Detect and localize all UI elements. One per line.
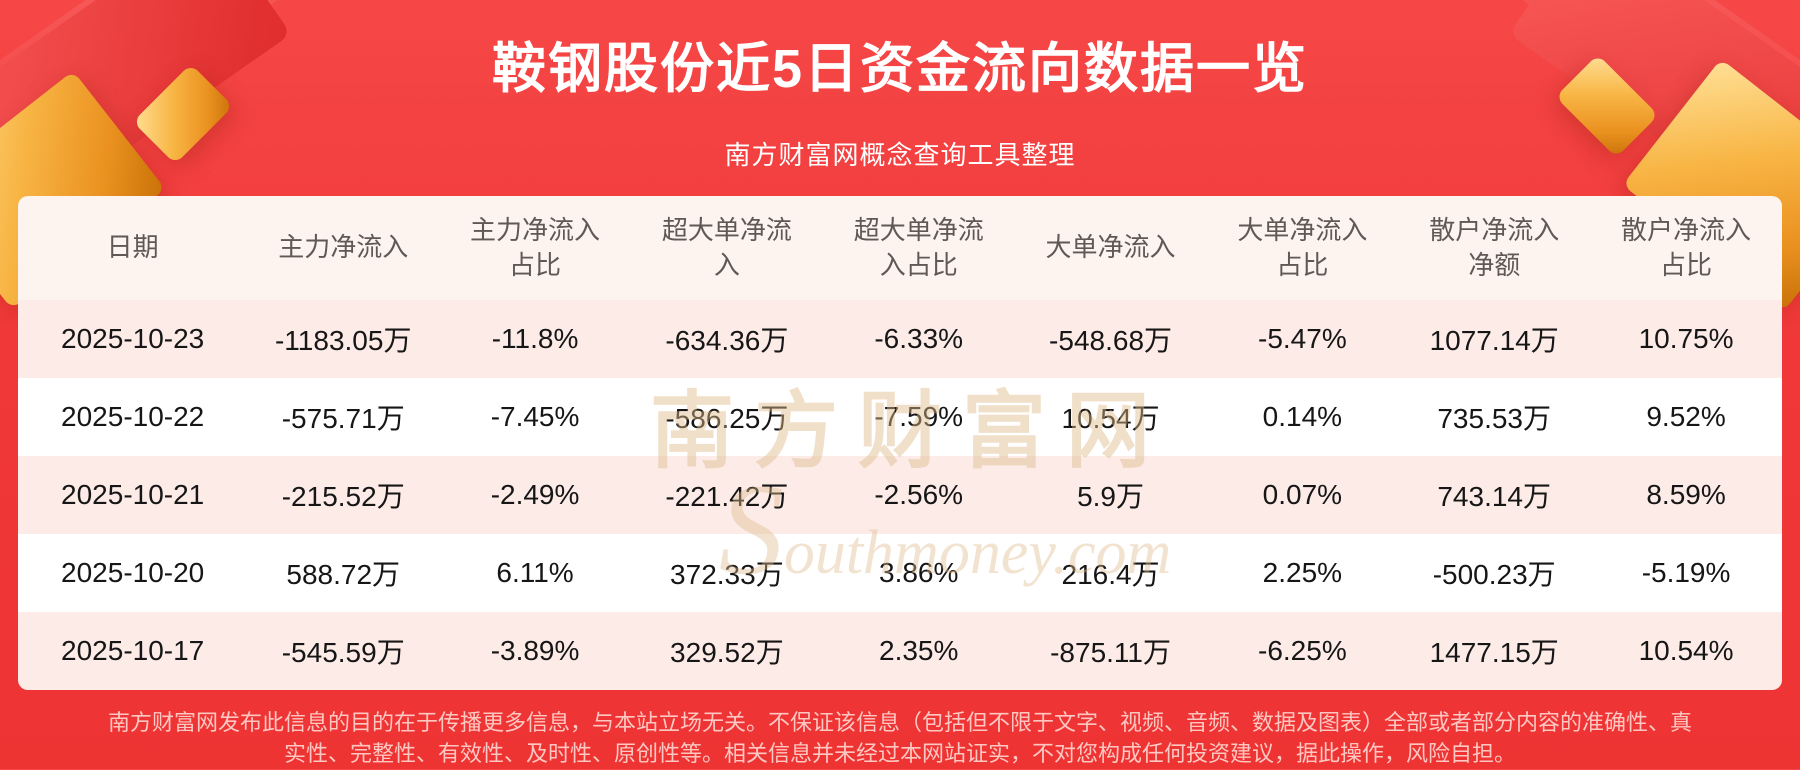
col-header-label: 大单净流入 [1045,232,1176,263]
cell-xl-order-net-inflow: -221.42万 [665,481,789,512]
cell-retail-net-inflow: 735.53万 [1437,403,1552,434]
cell-main-net-inflow-pct: 6.11% [496,557,574,588]
fund-flow-table-card: 日期 主力净流入 主力净流入占比 超大单净流入 超大单净流入占比 大单净流入 大… [18,196,1782,690]
col-header-large-order-net-inflow-pct: 大单净流入占比 [1206,196,1398,300]
cell-large-order-net-inflow: 5.9万 [1077,481,1144,512]
cell-retail-net-inflow: -500.23万 [1432,559,1556,590]
col-header-label: 超大单净流入 [661,214,792,280]
col-header-retail-net-inflow: 散户净流入净额 [1398,196,1590,300]
cell-large-order-net-inflow-pct: 0.14% [1262,401,1343,432]
table-row: 2025-10-23 -1183.05万 -11.8% -634.36万 -6.… [18,300,1782,378]
cell-xl-order-net-inflow-pct: -6.33% [874,323,964,354]
cell-retail-net-inflow-pct: 9.52% [1646,401,1726,432]
cell-retail-net-inflow: 1077.14万 [1429,325,1559,356]
cell-main-net-inflow-pct: -2.49% [490,479,580,510]
col-header-large-order-net-inflow: 大单净流入 [1015,196,1207,300]
cell-xl-order-net-inflow: -586.25万 [665,403,789,434]
page-title: 鞍钢股份近5日资金流向数据一览 [491,39,1309,99]
cell-main-net-inflow: -545.59万 [281,637,405,668]
cell-xl-order-net-inflow: 372.33万 [670,559,784,590]
cell-main-net-inflow: -575.71万 [281,403,405,434]
cell-date: 2025-10-21 [61,479,205,510]
col-header-label: 散户净流入净额 [1429,214,1560,280]
cell-large-order-net-inflow: 10.54万 [1061,403,1160,434]
cell-large-order-net-inflow: -548.68万 [1049,325,1173,356]
cell-retail-net-inflow: 1477.15万 [1429,637,1559,668]
col-header-date: 日期 [18,196,247,300]
cell-large-order-net-inflow-pct: 0.07% [1262,479,1343,510]
cell-retail-net-inflow-pct: -5.19% [1641,557,1731,588]
table-row: 2025-10-20 588.72万 6.11% 372.33万 3.86% 2… [18,534,1782,612]
cell-xl-order-net-inflow-pct: -2.56% [874,479,964,510]
table-header-row: 日期 主力净流入 主力净流入占比 超大单净流入 超大单净流入占比 大单净流入 大… [18,196,1782,300]
table-row: 2025-10-21 -215.52万 -2.49% -221.42万 -2.5… [18,456,1782,534]
cell-main-net-inflow: 588.72万 [286,559,401,590]
cell-xl-order-net-inflow-pct: -7.59% [874,401,964,432]
col-header-label: 主力净流入 [278,232,409,263]
cell-main-net-inflow-pct: -11.8% [491,323,579,354]
cell-retail-net-inflow-pct: 8.59% [1646,479,1726,510]
cell-main-net-inflow-pct: -3.89% [490,635,580,666]
cell-date: 2025-10-17 [61,635,205,666]
cell-retail-net-inflow-pct: 10.75% [1638,323,1734,354]
col-header-label: 散户净流入占比 [1621,214,1752,280]
col-header-xl-order-net-inflow-pct: 超大单净流入占比 [823,196,1015,300]
cell-xl-order-net-inflow: -634.36万 [665,325,789,356]
table-row: 2025-10-22 -575.71万 -7.45% -586.25万 -7.5… [18,378,1782,456]
disclaimer-text: 南方财富网发布此信息的目的在于传播更多信息，与本站立场无关。不保证该信息（包括但… [107,710,1692,766]
cell-main-net-inflow: -1183.05万 [274,325,412,356]
fund-flow-table: 日期 主力净流入 主力净流入占比 超大单净流入 超大单净流入占比 大单净流入 大… [18,196,1782,690]
footer: 南方财富网发布此信息的目的在于传播更多信息，与本站立场无关。不保证该信息（包括但… [0,708,1800,770]
col-header-xl-order-net-inflow: 超大单净流入 [631,196,823,300]
cell-xl-order-net-inflow: 329.52万 [670,637,784,668]
col-header-label: 主力净流入占比 [470,214,601,280]
col-header-main-net-inflow: 主力净流入 [247,196,439,300]
header: 鞍钢股份近5日资金流向数据一览 南方财富网概念查询工具整理 [0,0,1800,172]
cell-xl-order-net-inflow-pct: 2.35% [879,635,959,666]
cell-large-order-net-inflow: -875.11万 [1050,637,1171,668]
col-header-retail-net-inflow-pct: 散户净流入占比 [1590,196,1782,300]
col-header-label: 日期 [106,232,159,263]
table-row: 2025-10-17 -545.59万 -3.89% 329.52万 2.35%… [18,612,1782,690]
col-header-label: 大单净流入占比 [1237,214,1368,280]
cell-date: 2025-10-23 [61,323,205,354]
cell-xl-order-net-inflow-pct: 3.86% [879,557,959,588]
page-subtitle: 南方财富网概念查询工具整理 [724,140,1076,170]
cell-main-net-inflow: -215.52万 [281,481,405,512]
cell-date: 2025-10-20 [61,557,205,588]
cell-large-order-net-inflow-pct: 2.25% [1262,557,1343,588]
cell-large-order-net-inflow-pct: -5.47% [1258,323,1347,354]
cell-large-order-net-inflow: 216.4万 [1061,559,1160,590]
cell-large-order-net-inflow-pct: -6.25% [1258,635,1347,666]
cell-retail-net-inflow-pct: 10.54% [1638,635,1734,666]
cell-retail-net-inflow: 743.14万 [1437,481,1552,512]
cell-date: 2025-10-22 [61,401,205,432]
cell-main-net-inflow-pct: -7.45% [490,401,580,432]
col-header-main-net-inflow-pct: 主力净流入占比 [439,196,631,300]
col-header-label: 超大单净流入占比 [853,214,984,280]
